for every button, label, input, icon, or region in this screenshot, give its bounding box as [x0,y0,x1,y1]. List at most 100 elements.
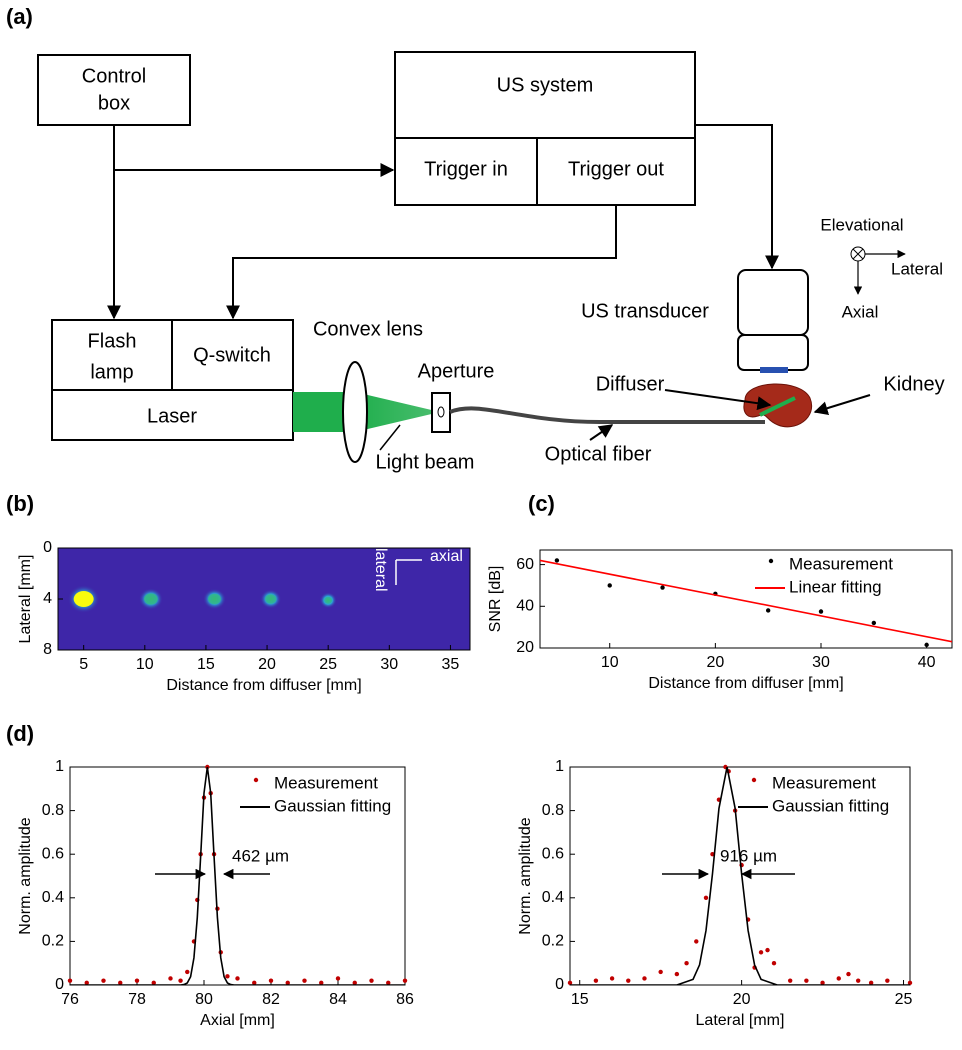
x-tick-label: 40 [918,654,936,671]
y-tick-label: 0.6 [42,845,64,862]
heat-core [144,593,158,605]
x-tick-label: 25 [319,656,337,673]
y-tick-label: 60 [516,556,534,573]
x-tick-label: 80 [195,991,213,1008]
heat-core [73,591,94,607]
fit-line [570,767,910,985]
y-tick-label: 40 [516,598,534,615]
data-point [225,974,230,979]
x-tick-label: 30 [380,656,398,673]
data-point [660,585,665,590]
x-axis-title: Distance from diffuser [mm] [166,677,361,694]
data-point [787,978,793,983]
label: Laser [147,405,197,427]
fiber [449,406,765,424]
data-point [118,980,123,986]
legend-label: Measurement [274,773,378,792]
transducer [737,269,809,336]
data-point [252,980,257,986]
x-tick-label: 15 [571,991,589,1008]
legend-swatch [751,777,757,783]
fit-line [540,559,952,643]
data-point [285,980,290,986]
data-point [694,939,699,944]
chart: axial lateral 5 10 15 20 25 30 35 0 4 8 Distance fro… [17,539,471,694]
y-tick-label: 0.8 [542,802,564,819]
legend-swatch [768,558,774,564]
aperture-hole [437,406,445,418]
label: Convex lens [313,318,423,340]
label: Trigger in [424,158,508,180]
arrow [226,205,617,320]
legend-label: Gaussian fitting [772,796,889,815]
y-tick-label: 0.8 [42,802,64,819]
legend-label: Linear fitting [789,577,882,596]
data-point [758,950,764,955]
data-point [151,980,156,986]
y-tick-label: 0 [43,539,52,556]
arrow [813,394,871,415]
data-point [335,976,341,981]
y-tick-label: 1 [55,758,64,775]
data-point [868,980,874,986]
arrow [695,124,779,270]
data-point [84,980,89,986]
data-point [168,976,173,981]
label: Lateral [891,259,943,278]
aperture [431,392,451,433]
x-tick-label: 76 [61,991,79,1008]
label: Control [82,65,146,87]
label: US system [497,74,594,96]
data-point [607,583,612,588]
data-point [235,976,240,981]
data-point [765,608,771,613]
data-point [567,980,573,986]
legend-swatch [253,777,259,783]
panel-label: (c) [528,491,555,516]
label: Optical fiber [545,443,652,465]
data-point [846,971,851,977]
pointer [379,424,401,451]
data-point [855,978,861,983]
arrow [664,389,772,411]
x-tick-label: 20 [258,656,276,673]
data-point [178,978,183,983]
data-point [134,978,140,983]
y-tick-label: 0.2 [42,933,64,950]
beam [355,392,440,432]
y-tick-label: 0 [55,976,64,993]
data-point [101,978,106,983]
label: Elevational [820,215,903,234]
data-point [67,978,73,983]
label: Light beam [376,451,475,473]
y-tick-label: 8 [43,641,52,658]
data-point [554,558,560,563]
axis-icon [852,248,864,260]
y-tick-label: 1 [555,758,564,775]
data-point [609,976,615,981]
x-axis-title: Axial [mm] [200,1012,275,1029]
y-axis-title: Norm. amplitude [17,817,34,934]
y-tick-label: 20 [516,639,534,656]
data-point [703,895,709,900]
data-point [386,980,391,986]
annotation: lateral [372,548,389,592]
annotation: axial [430,548,463,565]
data-point [268,978,274,983]
data-point [771,961,777,966]
legend-label: Measurement [772,773,876,792]
data-point [658,969,663,975]
data-point [818,609,824,614]
heat-core [324,596,333,604]
chart: 15 20 25 0 0.2 0.4 0.6 0.8 1 Lateral [mm] Norm. am… [517,758,912,1029]
x-tick-label: 25 [895,991,913,1008]
x-tick-label: 20 [733,991,751,1008]
y-axis-title: Lateral [mm] [17,555,34,644]
transducer [737,334,809,371]
data-point [871,620,877,626]
label: box [98,92,130,114]
heat-core [265,594,277,604]
heat-core [208,593,221,605]
data-point [674,971,680,977]
data-point [804,978,809,983]
